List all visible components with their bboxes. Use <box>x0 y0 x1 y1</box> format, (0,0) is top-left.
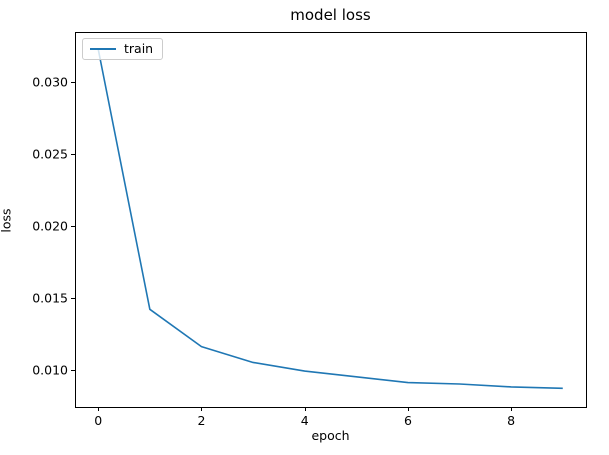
y-tick-label: 0.010 <box>32 362 68 378</box>
y-tick-label: 0.025 <box>32 146 68 162</box>
x-tick-label: 0 <box>94 413 103 428</box>
y-tick-label: 0.030 <box>32 74 68 90</box>
chart-title: model loss <box>290 6 371 24</box>
x-tick-label: 4 <box>300 413 309 428</box>
x-tick-label: 2 <box>197 413 206 428</box>
x-tick-label: 6 <box>403 413 412 428</box>
axes-spines <box>75 32 587 408</box>
legend: train <box>82 38 164 60</box>
legend-label: train <box>124 40 154 56</box>
x-axis-label: epoch <box>311 428 350 443</box>
series-line-train <box>97 49 563 390</box>
y-tick-label: 0.020 <box>32 218 68 234</box>
x-tick-label: 8 <box>507 413 516 428</box>
legend-line-sample <box>90 48 116 50</box>
y-tick-label: 0.015 <box>32 290 68 306</box>
